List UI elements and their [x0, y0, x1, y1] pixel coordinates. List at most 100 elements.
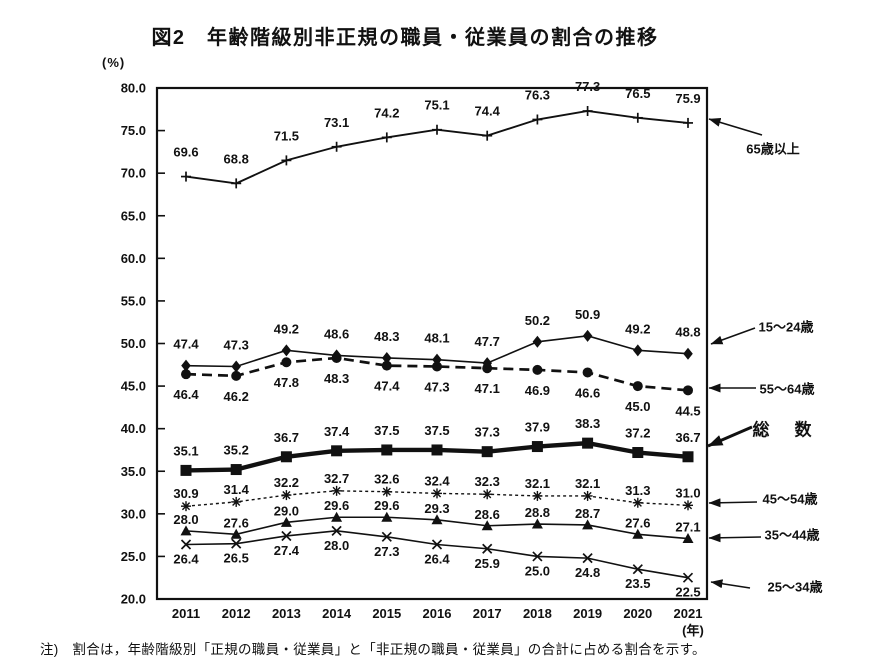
- legend-label-age-15-24: 15～24歳: [758, 319, 814, 335]
- data-label: 38.3: [575, 416, 600, 431]
- x-tick-label: 2013: [272, 606, 301, 621]
- asterisk-marker: [432, 489, 442, 498]
- y-tick-label: 55.0: [121, 293, 146, 308]
- xcross-marker: [281, 530, 292, 542]
- data-label: 25.9: [475, 556, 500, 571]
- data-label: 47.3: [424, 379, 449, 394]
- data-label: 69.6: [173, 145, 198, 160]
- data-label: 47.3: [224, 337, 249, 352]
- data-label: 75.1: [424, 98, 449, 113]
- x-tick-label: 2018: [523, 606, 552, 621]
- legend-label-total: 総 数: [752, 420, 816, 440]
- asterisk-marker: [382, 487, 391, 496]
- y-tick-label: 70.0: [121, 166, 146, 181]
- data-label: 48.8: [675, 325, 700, 340]
- data-label: 68.8: [224, 151, 249, 166]
- asterisk-marker: [533, 491, 542, 501]
- data-label: 27.6: [224, 515, 249, 530]
- data-label: 73.1: [324, 115, 349, 130]
- x-tick-label: 2019: [573, 606, 602, 621]
- triangle-marker: [582, 519, 594, 530]
- legend-label-age-25-34: 25～34歳: [767, 579, 823, 595]
- triangle-marker: [431, 514, 443, 525]
- data-label: 25.0: [525, 563, 550, 578]
- data-label: 46.2: [224, 389, 249, 404]
- data-label: 26.4: [424, 551, 450, 566]
- data-label: 74.2: [374, 105, 399, 120]
- data-label: 48.6: [324, 326, 349, 341]
- data-label: 27.6: [625, 515, 650, 530]
- asterisk-marker: [633, 498, 642, 507]
- square-marker: [481, 446, 493, 458]
- series-age-45-54: [181, 485, 693, 512]
- x-tick-label: 2014: [322, 606, 352, 621]
- series-labels-age-25-34: 26.4 26.5 27.4 28.0 27.3 26.4 25.9 25.0 24.8 23.5…: [173, 538, 700, 600]
- square-marker: [280, 451, 292, 463]
- series-labels-age-65-over: 69.6 68.8 71.5 73.1 74.2 75.1 74.4 76.3 77.3 76.5…: [173, 79, 700, 166]
- legend-label-age-45-54: 45～54歳: [762, 491, 818, 507]
- series-line-age-65-over: [185, 110, 689, 185]
- legend-arrow-age-45-54: [708, 498, 758, 508]
- series-labels-age-55-64: 46.4 46.2 47.8 48.3 47.4 47.3 47.1 46.9 46.6 45.0…: [173, 371, 700, 418]
- y-tick-label: 25.0: [121, 549, 146, 564]
- triangle-marker: [180, 525, 192, 536]
- y-tick-label: 75.0: [121, 123, 146, 138]
- data-label: 32.3: [475, 474, 500, 489]
- data-label: 26.4: [173, 551, 199, 566]
- diamond-marker: [582, 329, 593, 342]
- xcross-marker: [381, 531, 392, 542]
- data-label: 71.5: [274, 128, 299, 143]
- data-label: 76.3: [525, 88, 550, 103]
- footnote: 注) 割合は，年齢階級別「正規の職員・従業員」と「非正規の職員・従業員」の合計に…: [40, 642, 706, 657]
- data-label: 29.0: [274, 503, 299, 518]
- x-tick-label: 2017: [473, 606, 502, 621]
- data-label: 46.4: [173, 387, 199, 402]
- data-label: 32.1: [575, 476, 600, 491]
- data-label: 28.8: [525, 505, 550, 520]
- data-label: 49.2: [274, 321, 299, 336]
- series-age-65-over: [181, 105, 693, 189]
- xcross-marker: [682, 572, 694, 583]
- data-label: 32.1: [525, 476, 550, 491]
- y-tick-label: 35.0: [121, 464, 146, 479]
- data-label: 37.5: [374, 423, 399, 438]
- y-tick-label: 60.0: [121, 251, 146, 266]
- diamond-marker: [181, 359, 191, 372]
- asterisk-marker: [332, 486, 341, 495]
- y-tick-label: 30.0: [121, 506, 146, 521]
- xcross-marker: [632, 564, 643, 575]
- y-axis: 80.0 75.0 70.0 65.0 60.0 55.0 50.0 45.0 40.0 35.0…: [121, 81, 165, 607]
- data-label: 32.6: [374, 472, 399, 487]
- series-labels-total: 35.1 35.2 36.7 37.4 37.5 37.5 37.3 37.9 38.3 37.2…: [173, 416, 700, 458]
- data-label: 27.1: [675, 520, 700, 535]
- data-label: 29.6: [324, 498, 349, 513]
- data-label: 31.4: [224, 482, 250, 497]
- diamond-marker: [281, 344, 292, 357]
- triangle-marker: [230, 528, 242, 539]
- data-label: 27.3: [374, 544, 399, 559]
- legend-arrow-total: [707, 425, 753, 448]
- xcross-marker: [431, 539, 443, 550]
- data-label: 28.7: [575, 506, 600, 521]
- triangle-marker: [381, 511, 393, 522]
- series-line-age-45-54: [185, 490, 689, 507]
- data-label: 36.7: [274, 430, 299, 445]
- x-tick-label: 2011: [172, 606, 200, 621]
- series-labels-age-45-54: 30.9 31.4 32.2 32.7 32.6 32.4 32.3 32.1 32.1 31.3…: [173, 471, 700, 501]
- asterisk-marker: [181, 502, 191, 511]
- legend-arrow-age-35-44: [708, 533, 762, 543]
- diamond-marker: [432, 353, 442, 366]
- y-tick-label: 65.0: [121, 208, 146, 223]
- series-age-15-24: [181, 329, 693, 373]
- series-age-25-34: [180, 525, 694, 583]
- data-label: 35.2: [224, 443, 249, 458]
- triangle-marker: [280, 516, 292, 527]
- data-label: 22.5: [675, 585, 700, 600]
- asterisk-marker: [232, 497, 241, 507]
- data-label: 23.5: [625, 576, 650, 591]
- xcross-marker: [180, 539, 192, 550]
- xcross-marker: [582, 553, 593, 564]
- data-label: 37.5: [424, 423, 449, 438]
- square-marker: [632, 447, 644, 459]
